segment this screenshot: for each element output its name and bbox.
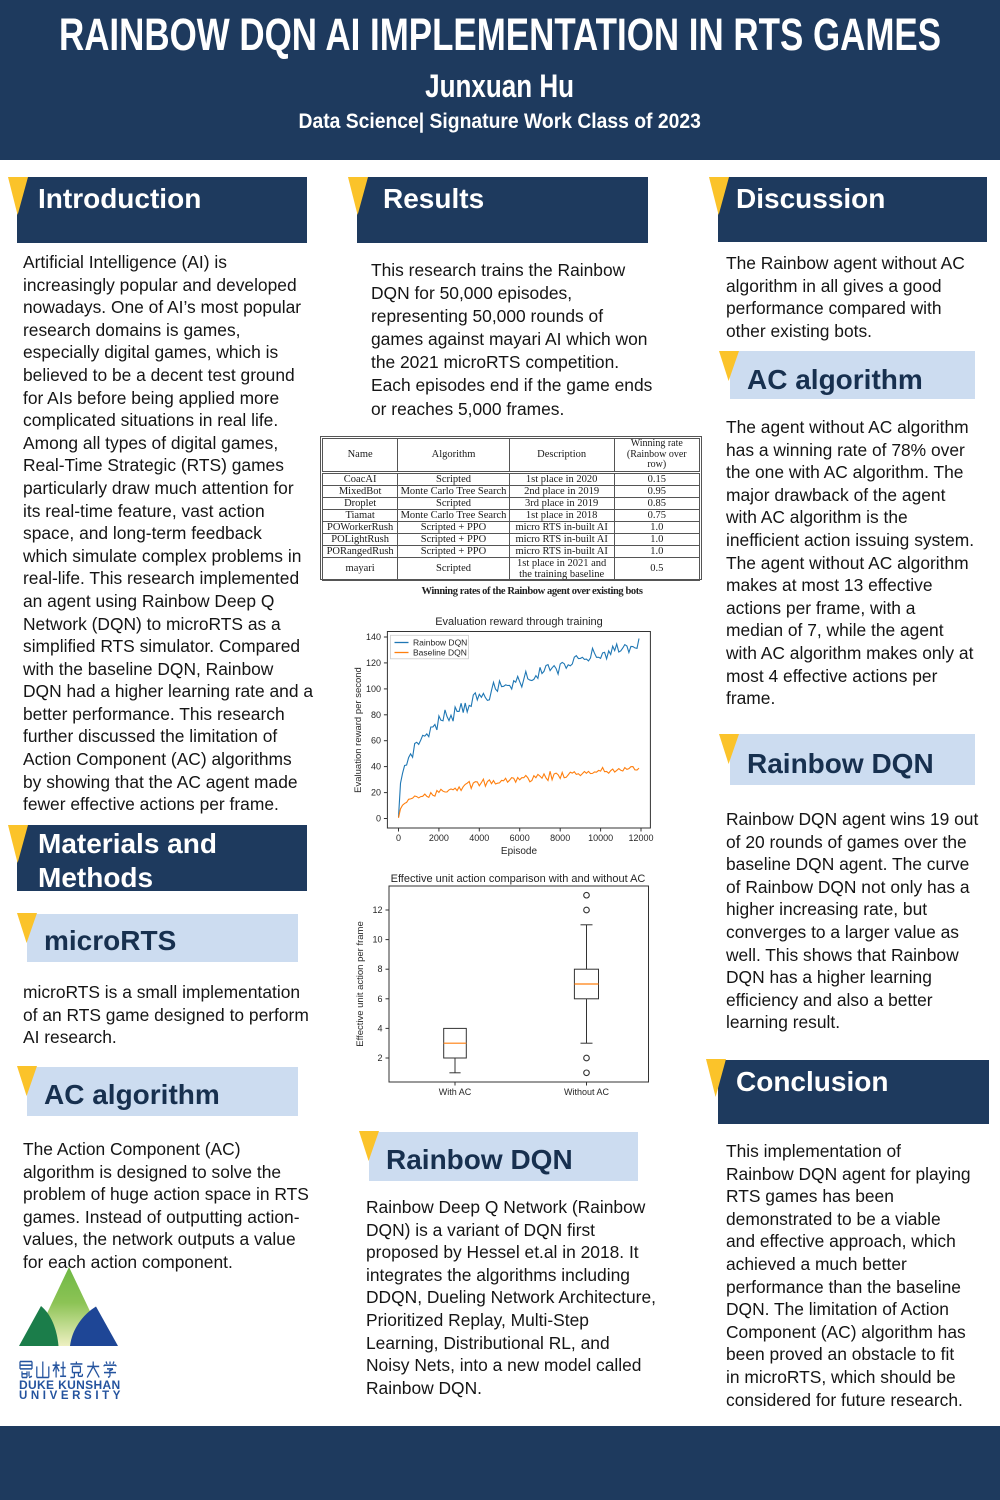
svg-text:10000: 10000 bbox=[588, 833, 613, 843]
svg-text:Evaluation reward per second: Evaluation reward per second bbox=[353, 667, 364, 793]
svg-text:60: 60 bbox=[371, 736, 381, 746]
svg-text:4000: 4000 bbox=[469, 833, 489, 843]
svg-text:10: 10 bbox=[372, 935, 382, 945]
svg-text:Evaluation reward through trai: Evaluation reward through training bbox=[435, 616, 603, 628]
svg-text:Effective unit action comparis: Effective unit action comparison with an… bbox=[391, 873, 646, 885]
svg-text:4: 4 bbox=[377, 1023, 382, 1033]
svg-text:Baseline DQN: Baseline DQN bbox=[413, 648, 467, 658]
svg-text:Effective unit action per fram: Effective unit action per frame bbox=[355, 921, 366, 1047]
svg-text:20: 20 bbox=[371, 788, 381, 798]
svg-text:With AC: With AC bbox=[439, 1087, 472, 1097]
svg-text:Without AC: Without AC bbox=[564, 1087, 610, 1097]
svg-text:6: 6 bbox=[377, 994, 382, 1004]
svg-text:0: 0 bbox=[396, 833, 401, 843]
svg-text:Episode: Episode bbox=[501, 846, 538, 857]
svg-text:8000: 8000 bbox=[550, 833, 570, 843]
svg-text:2: 2 bbox=[377, 1053, 382, 1063]
svg-text:12: 12 bbox=[372, 905, 382, 915]
svg-text:80: 80 bbox=[371, 710, 381, 720]
svg-text:Rainbow DQN: Rainbow DQN bbox=[413, 638, 467, 648]
svg-text:120: 120 bbox=[366, 658, 381, 668]
svg-text:12000: 12000 bbox=[628, 833, 653, 843]
svg-text:0: 0 bbox=[376, 814, 381, 824]
svg-text:6000: 6000 bbox=[510, 833, 530, 843]
svg-text:2000: 2000 bbox=[429, 833, 449, 843]
svg-text:140: 140 bbox=[366, 632, 381, 642]
svg-text:40: 40 bbox=[371, 762, 381, 772]
svg-text:8: 8 bbox=[377, 964, 382, 974]
svg-text:100: 100 bbox=[366, 684, 381, 694]
